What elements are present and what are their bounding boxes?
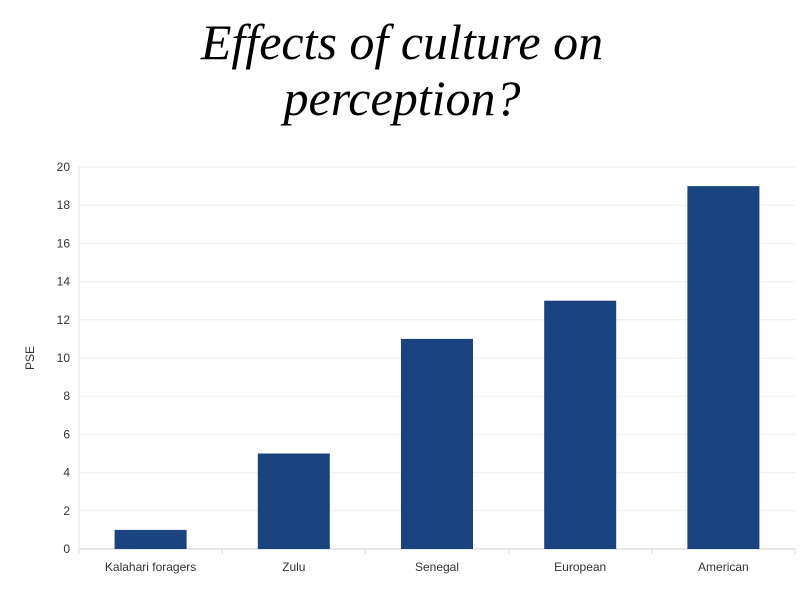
y-tick-label: 16: [57, 236, 71, 250]
y-tick-label: 12: [57, 313, 71, 327]
bar-european: [544, 300, 617, 549]
title-line-1: Effects of culture on: [200, 14, 604, 70]
x-category-label: American: [698, 560, 749, 574]
bar-zulu: [257, 453, 330, 549]
y-tick-label: 6: [63, 427, 70, 441]
x-category-label: Kalahari foragers: [105, 560, 196, 574]
x-category-label: European: [554, 560, 606, 574]
y-tick-label: 18: [57, 198, 71, 212]
y-tick-label: 4: [63, 466, 70, 480]
x-category-label: Senegal: [415, 560, 459, 574]
y-tick-label: 10: [57, 351, 71, 365]
bar-senegal: [401, 338, 473, 549]
y-tick-label: 20: [57, 160, 71, 174]
bar-american: [687, 186, 760, 549]
y-tick-label: 8: [63, 389, 70, 403]
chart-title: Effects of culture on perception?: [0, 14, 804, 126]
y-axis-label: PSE: [23, 346, 37, 370]
y-tick-label: 14: [57, 275, 71, 289]
x-category-label: Zulu: [282, 560, 305, 574]
bar-kalahari-foragers: [114, 529, 187, 549]
y-tick-label: 2: [63, 504, 70, 518]
y-tick-label: 0: [63, 542, 70, 556]
title-line-2: perception?: [283, 70, 521, 126]
